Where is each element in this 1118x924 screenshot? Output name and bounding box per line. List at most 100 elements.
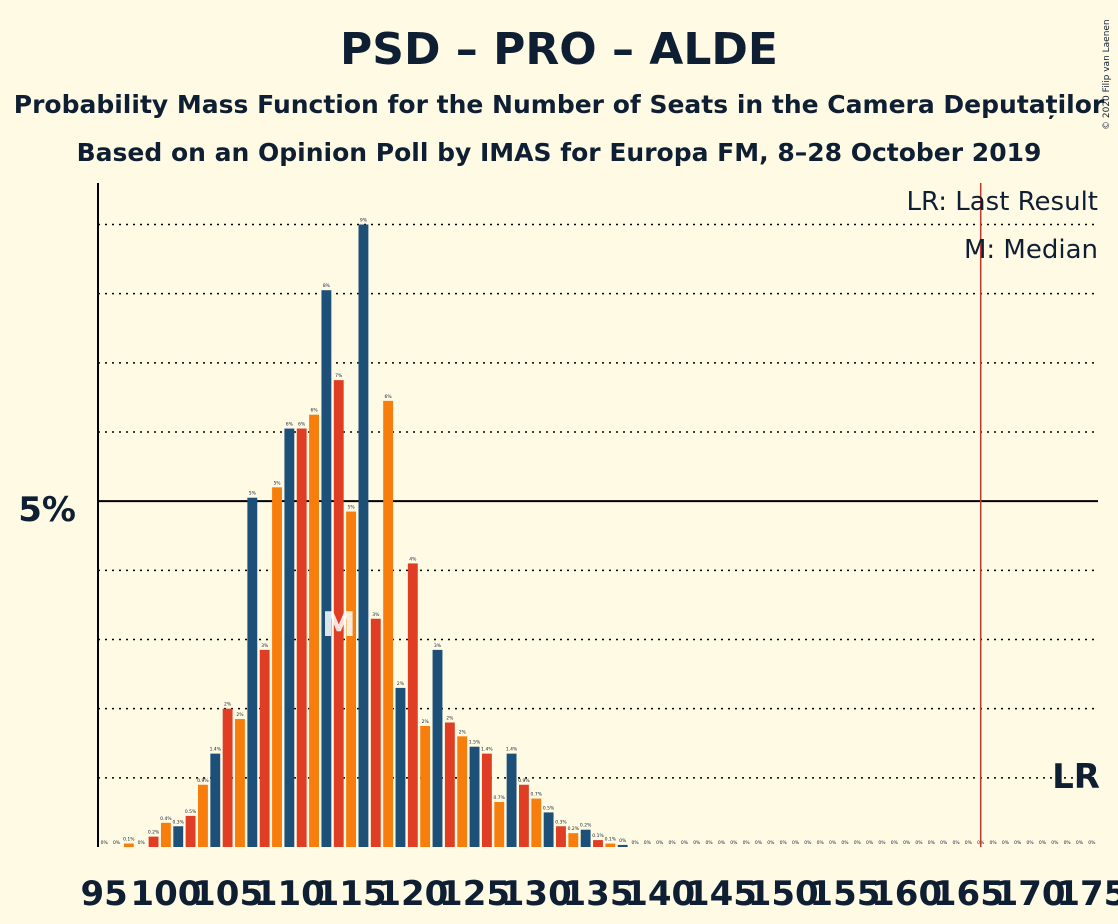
bar-124	[457, 736, 468, 847]
data-label-169: 0%	[1014, 840, 1022, 846]
bar-97	[123, 843, 134, 847]
bar-127	[494, 802, 505, 847]
x-tick-105: 105	[192, 874, 263, 914]
data-label-155: 0%	[841, 840, 849, 846]
data-label-101: 0.3%	[173, 819, 185, 825]
bar-130	[531, 798, 542, 847]
bar-132	[556, 826, 566, 847]
data-label-168: 0%	[1002, 840, 1010, 846]
bar-115	[346, 511, 357, 847]
data-label-104: 1.4%	[210, 747, 222, 753]
x-tick-labels: 95 10010511011512012513013514014515015516…	[81, 874, 1118, 914]
data-label-152: 0%	[804, 840, 812, 846]
data-label-162: 0%	[928, 840, 936, 846]
bars	[123, 224, 628, 847]
data-label-154: 0%	[829, 840, 837, 846]
data-label-157: 0%	[866, 840, 874, 846]
bar-135	[593, 840, 603, 847]
x-tick-130: 130	[501, 874, 572, 914]
data-label-135: 0.1%	[592, 833, 604, 839]
bar-105	[222, 708, 233, 847]
data-label-124: 2%	[459, 729, 467, 735]
data-label-153: 0%	[817, 840, 825, 846]
x-tick-145: 145	[686, 874, 757, 914]
data-label-127: 0.7%	[494, 795, 506, 801]
bar-109	[272, 487, 282, 847]
data-label-149: 0%	[767, 840, 775, 846]
data-label-107: 5%	[249, 491, 257, 497]
data-label-174: 0%	[1076, 840, 1084, 846]
chart-subtitle: Probability Mass Function for the Number…	[13, 90, 1105, 119]
data-label-129: 0.9%	[518, 778, 530, 784]
chart-subtitle-2: Based on an Opinion Poll by IMAS for Eur…	[76, 138, 1042, 167]
data-label-143: 0%	[693, 840, 701, 846]
x-tick-155: 155	[809, 874, 880, 914]
data-label-122: 3%	[434, 643, 442, 649]
data-label-144: 0%	[706, 840, 714, 846]
bar-102	[185, 815, 196, 847]
bar-108	[259, 649, 270, 847]
bar-110	[284, 428, 295, 847]
data-label-137: 0%	[619, 838, 627, 844]
x-tick-175: 175	[1056, 874, 1118, 914]
data-label-139: 0%	[644, 840, 652, 846]
data-label-110: 6%	[286, 422, 294, 428]
data-label-172: 0%	[1051, 840, 1059, 846]
x-tick-165: 165	[933, 874, 1004, 914]
bar-137	[617, 844, 628, 847]
data-label-120: 4%	[409, 556, 417, 562]
gridlines	[98, 223, 1098, 779]
data-label-108: 3%	[261, 643, 269, 649]
data-label-114: 7%	[335, 373, 343, 379]
x-tick-135: 135	[563, 874, 634, 914]
x-tick-170: 170	[995, 874, 1066, 914]
data-label-156: 0%	[854, 840, 862, 846]
median-marker: M	[322, 605, 356, 645]
bar-101	[173, 826, 184, 847]
data-label-133: 0.2%	[568, 826, 580, 832]
data-label-145: 0%	[718, 840, 726, 846]
lr-marker-label: LR	[1052, 757, 1100, 797]
bar-117	[370, 618, 381, 847]
bar-133	[568, 833, 579, 847]
bar-118	[383, 400, 394, 847]
x-tick-140: 140	[624, 874, 695, 914]
data-label-128: 1.4%	[506, 747, 518, 753]
bar-107	[247, 497, 258, 847]
bar-121	[420, 725, 431, 847]
x-tick-115: 115	[316, 874, 387, 914]
data-label-131: 0.5%	[543, 805, 555, 811]
data-label-112: 6%	[310, 408, 318, 414]
x-tick-110: 110	[254, 874, 325, 914]
data-label-106: 2%	[236, 712, 244, 718]
data-label-175: 0%	[1088, 840, 1096, 846]
bar-125	[469, 746, 480, 847]
data-label-130: 0.7%	[531, 792, 543, 798]
data-label-167: 0%	[989, 840, 997, 846]
data-label-132: 0.3%	[555, 819, 567, 825]
bar-122	[432, 649, 443, 847]
data-label-170: 0%	[1027, 840, 1035, 846]
x-tick-125: 125	[439, 874, 510, 914]
data-label-138: 0%	[631, 840, 639, 846]
data-label-109: 5%	[273, 480, 281, 486]
x-tick-95: 95	[81, 874, 128, 914]
data-label-136: 0.1%	[605, 837, 617, 843]
x-tick-100: 100	[130, 874, 201, 914]
bar-113	[321, 290, 332, 847]
data-label-100: 0.4%	[160, 816, 172, 822]
bar-123	[444, 722, 455, 847]
data-label-142: 0%	[681, 840, 689, 846]
data-label-160: 0%	[903, 840, 911, 846]
data-label-102: 0.5%	[185, 809, 197, 815]
data-label-96: 0%	[113, 840, 121, 846]
bar-134	[580, 829, 591, 847]
data-label-123: 2%	[446, 716, 454, 722]
bar-131	[543, 812, 554, 847]
data-label-125: 1.5%	[469, 740, 481, 746]
data-label-165: 0%	[965, 840, 973, 846]
bar-112	[309, 414, 319, 847]
y-tick-label-5pct: 5%	[18, 490, 76, 530]
data-label-147: 0%	[743, 840, 751, 846]
legend-median: M: Median	[964, 235, 1098, 265]
